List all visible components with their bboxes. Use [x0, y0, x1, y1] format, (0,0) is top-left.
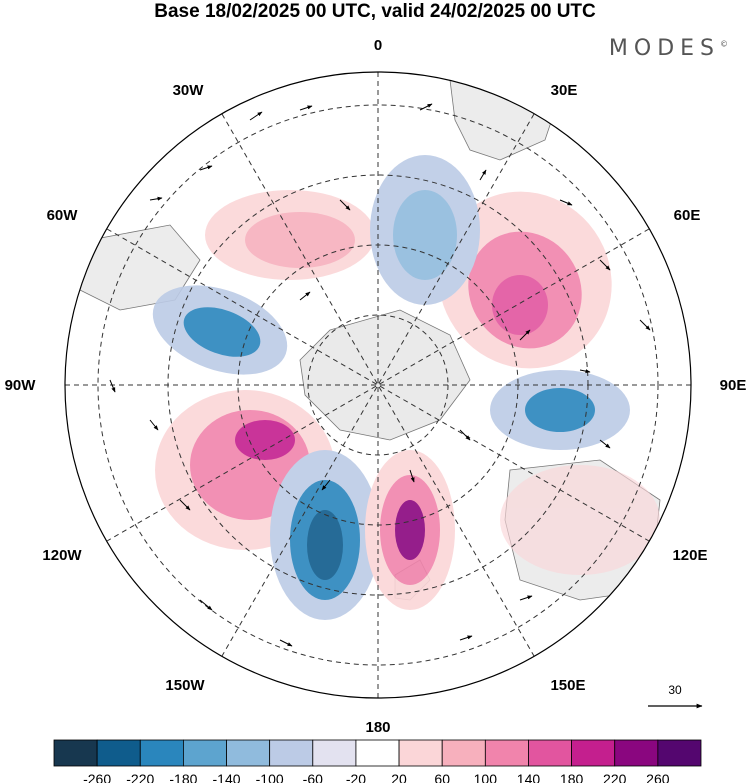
colorbar-swatch — [355, 739, 400, 767]
colorbar-swatch — [614, 739, 659, 767]
lon-label-90e: 90E — [720, 377, 747, 394]
lon-label-90w: 90W — [5, 377, 37, 394]
lon-label-30w: 30W — [173, 82, 205, 99]
colorbar-swatch — [312, 739, 357, 767]
brand-logo: MODES© — [609, 36, 728, 61]
lon-label-120w: 120W — [42, 547, 82, 564]
colorbar-swatch — [269, 739, 314, 767]
reference-vector-label: 30 — [668, 683, 682, 697]
lon-label-60e: 60E — [674, 207, 701, 224]
colorbar-tick-label: 260 — [646, 771, 670, 783]
colorbar-swatch — [182, 739, 227, 767]
lon-label-150w: 150W — [165, 677, 205, 694]
map-title: Base 18/02/2025 00 UTC, valid 24/02/2025… — [154, 1, 596, 22]
colorbar-tick-label: 220 — [603, 771, 627, 783]
wind-vectors — [109, 103, 651, 647]
lon-label-30e: 30E — [551, 82, 578, 99]
colorbar: -260 -220 -180 -140 -100 -60 -20 20 60 100 140 180 2… — [53, 739, 702, 783]
map-border — [64, 71, 692, 699]
colorbar-swatch — [484, 739, 529, 767]
colorbar-tick-label: -180 — [169, 771, 197, 783]
antarctica-land — [299, 309, 471, 441]
colorbar-tick-label: 60 — [434, 771, 450, 783]
colorbar-swatch — [226, 739, 271, 767]
colorbar-swatch — [571, 739, 616, 767]
colorbar-swatch — [398, 739, 443, 767]
colorbar-swatch — [528, 739, 573, 767]
colorbar-tick-label: -260 — [83, 771, 111, 783]
colorbar-tick-label: 100 — [474, 771, 498, 783]
colorbar-tick-label: -20 — [346, 771, 366, 783]
lon-label-180: 180 — [365, 719, 390, 736]
map-disc — [65, 72, 691, 698]
colorbar-swatch — [441, 739, 486, 767]
lon-label-0: 0 — [374, 37, 382, 54]
colorbar-swatch — [53, 739, 98, 767]
lon-label-60w: 60W — [47, 207, 79, 224]
colorbar-tick-label: 140 — [517, 771, 541, 783]
brand-text: MODES — [608, 36, 720, 61]
colorbar-swatch — [657, 739, 702, 767]
colorbar-tick-label: -220 — [126, 771, 154, 783]
colorbar-tick-label: 180 — [560, 771, 584, 783]
colorbar-tick-label: -60 — [303, 771, 323, 783]
colorbar-tick-label: -140 — [213, 771, 241, 783]
anomaly-shading — [152, 155, 660, 620]
brand-mark: © — [720, 39, 728, 49]
colorbar-tick-label: 20 — [391, 771, 407, 783]
colorbar-tick-label: -100 — [256, 771, 284, 783]
colorbar-swatch — [96, 739, 141, 767]
lon-label-120e: 120E — [672, 547, 707, 564]
lon-label-150e: 150E — [550, 677, 585, 694]
colorbar-swatch — [139, 739, 184, 767]
